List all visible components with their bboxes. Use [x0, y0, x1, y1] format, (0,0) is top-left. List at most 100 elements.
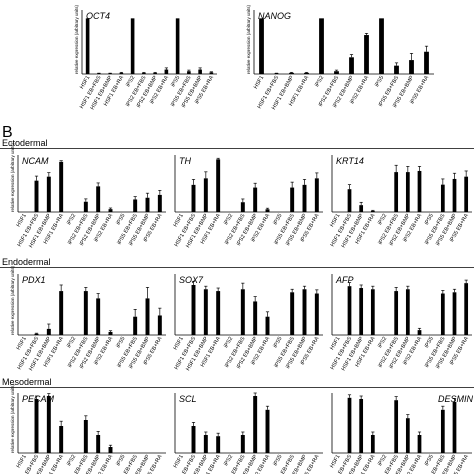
bar [406, 172, 410, 212]
section-endodermal-label: Endodermal [2, 257, 51, 267]
bar [216, 159, 220, 212]
chart-title: OCT4 [86, 11, 110, 21]
bar [120, 73, 124, 74]
bar [394, 172, 398, 212]
chart-title: NCAM [22, 156, 49, 166]
chart-title: TH [179, 156, 191, 166]
bar [109, 332, 113, 335]
bar [348, 398, 352, 453]
chart-title: AFP [335, 275, 354, 285]
bar [371, 211, 375, 212]
bar [379, 18, 384, 74]
bar [59, 426, 63, 453]
bar [359, 205, 363, 212]
bar [289, 73, 294, 74]
bar [348, 286, 352, 335]
x-tick-label: HSF1 [16, 336, 28, 351]
x-tick-label: iPS2 [223, 454, 234, 467]
x-tick-label: iPS2 [125, 75, 136, 88]
bar [348, 189, 352, 212]
bar [47, 177, 51, 212]
bar [464, 177, 468, 212]
bar [315, 178, 319, 212]
bar [241, 435, 245, 453]
bar [319, 18, 324, 74]
bar [371, 289, 375, 335]
bar [96, 435, 100, 453]
bar [406, 418, 410, 453]
x-tick-label: HSF1 [16, 454, 28, 469]
chart-pdx1: PDX1 relative expression (arbitrary units… [10, 265, 166, 371]
bar [216, 291, 220, 335]
bar [334, 71, 339, 74]
bar [165, 70, 169, 74]
bar [96, 186, 100, 212]
x-tick-label: HSF1 [253, 75, 265, 90]
bar [146, 198, 150, 212]
bar [192, 426, 196, 453]
bar [35, 334, 39, 335]
bar [441, 185, 445, 212]
chart-title: SOX7 [179, 275, 204, 285]
x-tick-label: iPS2 [377, 213, 388, 226]
bar [108, 73, 112, 74]
x-tick-label: iPS2 [223, 336, 234, 349]
bar [84, 420, 88, 453]
bar [86, 18, 90, 74]
bar [192, 285, 196, 335]
section-ectodermal-label: Ectodermal [2, 138, 48, 148]
bar [453, 402, 457, 453]
x-tick-label: iPS2 [377, 454, 388, 467]
y-axis-label: relative expression (arbitrary units) [246, 4, 251, 74]
bar [253, 396, 257, 453]
bar [96, 298, 100, 335]
bar [290, 292, 294, 335]
y-axis-label: relative expression (arbitrary units) [10, 142, 15, 212]
bar [133, 199, 137, 212]
x-tick-label: iPS2 [66, 336, 77, 349]
bar [47, 396, 51, 453]
bar [359, 288, 363, 335]
x-tick-label: HSF1 [173, 213, 185, 228]
bar [241, 202, 245, 212]
bar [146, 298, 150, 335]
bar [364, 35, 369, 74]
x-tick-label: iPS2 [314, 75, 325, 88]
bar [142, 73, 146, 74]
bar [241, 289, 245, 335]
bar [204, 289, 208, 335]
bar [216, 436, 220, 453]
chart-title: SCL [179, 394, 197, 404]
bar [198, 70, 202, 74]
bar [394, 291, 398, 335]
bar [253, 188, 257, 212]
bar [315, 294, 319, 335]
x-tick-label: iPS5 [170, 75, 181, 88]
bar [84, 291, 88, 335]
bar [304, 73, 309, 74]
x-tick-label: iPS5 [374, 75, 385, 88]
bar [266, 317, 270, 335]
bar [187, 71, 191, 74]
x-tick-label: iPS5 [273, 213, 284, 226]
bar [259, 18, 264, 74]
x-tick-label: iPS2 [66, 213, 77, 226]
x-tick-label: HSF1 [16, 213, 28, 228]
bar [109, 447, 113, 453]
chart-title: KRT14 [336, 156, 364, 166]
chart-oct4: OCT4relative expression (arbitrary units… [74, 4, 217, 110]
x-tick-label: iPS5 [116, 336, 127, 349]
bar [158, 315, 162, 335]
bar [453, 179, 457, 212]
x-tick-label: iPS5 [424, 454, 435, 467]
y-axis-label: relative expression (arbitrary units) [10, 383, 15, 453]
bar [441, 410, 445, 453]
bar [424, 52, 429, 74]
bar [441, 294, 445, 335]
bar [97, 73, 101, 74]
charts-layer: OCT4 relative expression (arbitrary units… [10, 4, 474, 474]
x-tick-label: iPS5 [116, 213, 127, 226]
